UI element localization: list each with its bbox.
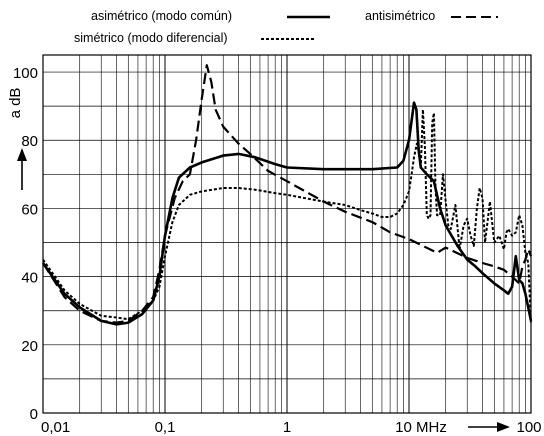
y-axis-label: a dB bbox=[7, 88, 24, 119]
y-axis-title: a dB bbox=[7, 88, 27, 190]
x-tick-label: 100 bbox=[516, 419, 541, 436]
x-tick-label: 0,01 bbox=[41, 419, 70, 436]
series-line-simetrico bbox=[42, 108, 532, 325]
y-tick-label: 20 bbox=[21, 338, 38, 355]
y-tick-label: 40 bbox=[21, 270, 38, 287]
tick-labels: 0,01 0,1 1 10 MHz 100 0 20 40 60 80 100 bbox=[13, 65, 542, 436]
grid bbox=[42, 54, 532, 414]
series-line-antisimetrico bbox=[42, 64, 533, 324]
y-tick-label: 0 bbox=[30, 406, 38, 423]
x-axis-arrow-head bbox=[497, 422, 510, 432]
x-tick-label: 0,1 bbox=[155, 419, 176, 436]
y-tick-label: 80 bbox=[21, 133, 38, 150]
y-tick-label: 60 bbox=[21, 201, 38, 218]
x-axis-arrow bbox=[468, 422, 510, 432]
legend-label-simetrico: simétrico (modo diferencial) bbox=[74, 31, 228, 45]
legend-label-asimetrico: asimétrico (modo común) bbox=[91, 9, 232, 23]
x-tick-label: 1 bbox=[283, 419, 291, 436]
series-layer bbox=[41, 64, 533, 326]
y-axis-arrow-head bbox=[17, 148, 27, 161]
x-tick-label: 10 MHz bbox=[395, 419, 447, 436]
y-tick-label: 100 bbox=[13, 65, 38, 82]
legend-label-antisimetrico: antisimétrico bbox=[365, 9, 435, 23]
legend: asimétrico (modo común) simétrico (modo … bbox=[74, 9, 498, 45]
